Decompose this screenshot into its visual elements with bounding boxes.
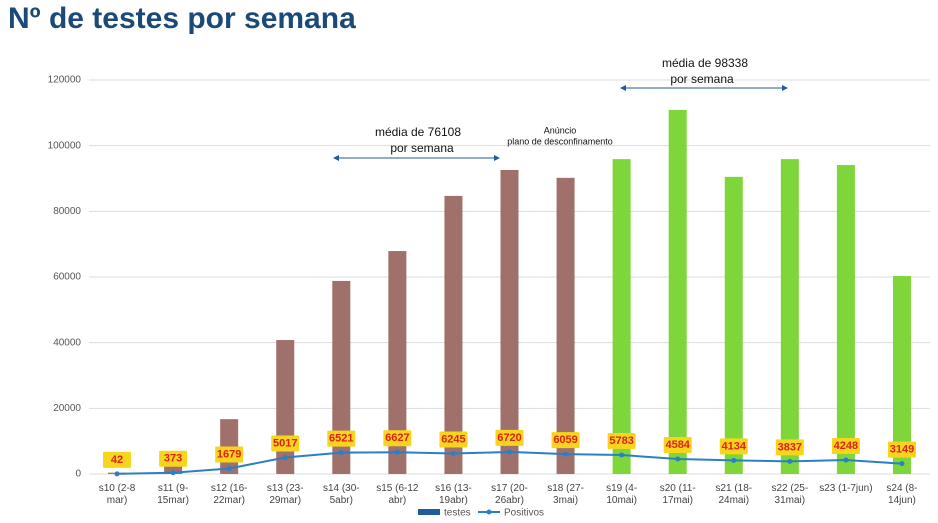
point (114, 471, 120, 477)
value-label: 6245 (441, 433, 465, 445)
value-label-box (271, 435, 300, 452)
bar (276, 340, 295, 474)
value-label-box (439, 431, 468, 448)
bar (612, 159, 631, 474)
point (899, 461, 905, 467)
bar (388, 251, 407, 474)
bar (780, 159, 799, 474)
x-tick-label: s17 (20-26abr) (491, 483, 528, 506)
value-label: 1679 (217, 448, 241, 460)
point (394, 449, 400, 455)
y-tick-label: 0 (75, 469, 81, 480)
x-tick-label: s12 (16-22mar) (211, 483, 248, 506)
x-tick-label: s18 (27-3mai) (547, 483, 584, 506)
value-label-box (831, 438, 860, 455)
point (450, 450, 456, 456)
bar (892, 276, 911, 474)
point (507, 449, 512, 455)
annotation: por semana (670, 72, 734, 86)
value-label: 6720 (497, 432, 521, 444)
value-label: 6059 (553, 434, 577, 446)
value-label-box (607, 433, 636, 450)
point (282, 455, 288, 461)
point (170, 470, 176, 476)
x-tick-label: s15 (6-12 abr) (376, 483, 419, 506)
legend-swatch (486, 509, 492, 515)
bar (332, 280, 351, 474)
value-label: 4134 (722, 440, 747, 452)
value-label: 373 (164, 453, 182, 465)
x-tick-label: s19 (4-10mai) (606, 483, 637, 506)
x-tick-label: s11 (9-15mar) (157, 483, 189, 506)
point (731, 457, 737, 463)
y-tick-label: 20000 (53, 403, 81, 414)
value-label-box (383, 430, 412, 447)
bar (556, 177, 575, 475)
point (675, 456, 681, 462)
point (619, 452, 625, 458)
x-tick-label: s22 (25-31mai) (771, 483, 808, 506)
value-label-box (159, 450, 188, 467)
x-tick-label: s20 (11-17mai) (660, 483, 696, 506)
point (338, 450, 344, 456)
arrows (333, 85, 788, 161)
value-label: 4584 (665, 439, 690, 451)
bar (836, 165, 855, 474)
bar (668, 109, 687, 475)
annotation: plano de desconfinamento (507, 136, 613, 146)
value-label: 6521 (329, 432, 353, 444)
value-label: 4248 (834, 440, 858, 452)
x-tick-label: s13 (23-29mar) (267, 483, 304, 506)
bar (164, 466, 183, 474)
value-label: 5783 (609, 435, 633, 447)
y-tick-label: 80000 (53, 206, 81, 217)
annotation: média de 76108 (375, 125, 461, 139)
bar (724, 176, 743, 474)
chart-title: Nº de testes por semana (8, 2, 356, 35)
value-label-box (719, 438, 748, 455)
annotation: por semana (390, 141, 454, 155)
y-tick-label: 40000 (53, 337, 81, 348)
legend-swatch (418, 509, 440, 515)
annotation: Anúncio (544, 125, 577, 135)
y-tick-label: 120000 (48, 75, 82, 86)
point (226, 465, 232, 471)
value-label-box (551, 432, 580, 449)
x-tick-label: s10 (2-8 mar) (99, 483, 136, 506)
point (787, 458, 793, 464)
bar (500, 169, 519, 475)
legend-label: Positivos (504, 508, 544, 519)
value-label-box (495, 429, 524, 446)
x-tick-label: s21 (18-24mai) (715, 483, 752, 506)
value-label-box (103, 451, 132, 468)
legend-label: testes (444, 508, 471, 519)
value-label: 5017 (273, 437, 297, 449)
y-tick-label: 100000 (48, 140, 82, 151)
value-label: 6627 (385, 432, 409, 444)
value-label: 3149 (890, 444, 914, 456)
value-label: 42 (111, 454, 123, 466)
point (843, 457, 849, 463)
bar (444, 195, 463, 474)
value-label-box (327, 430, 356, 447)
x-tick-label: s24 (8-14jun) (886, 483, 917, 506)
value-label-box (775, 439, 804, 456)
x-tick-label: s23 (1-7jun) (819, 483, 872, 494)
value-label: 3837 (778, 441, 802, 453)
value-label-box (215, 446, 244, 463)
x-tick-label: s14 (30-5abr) (323, 483, 360, 506)
point (563, 451, 569, 457)
value-label-box (887, 441, 916, 458)
annotation: média de 98338 (662, 56, 748, 70)
x-tick-label: s16 (13-19abr) (435, 483, 472, 506)
value-label-box (663, 436, 692, 453)
y-tick-label: 60000 (53, 272, 81, 283)
